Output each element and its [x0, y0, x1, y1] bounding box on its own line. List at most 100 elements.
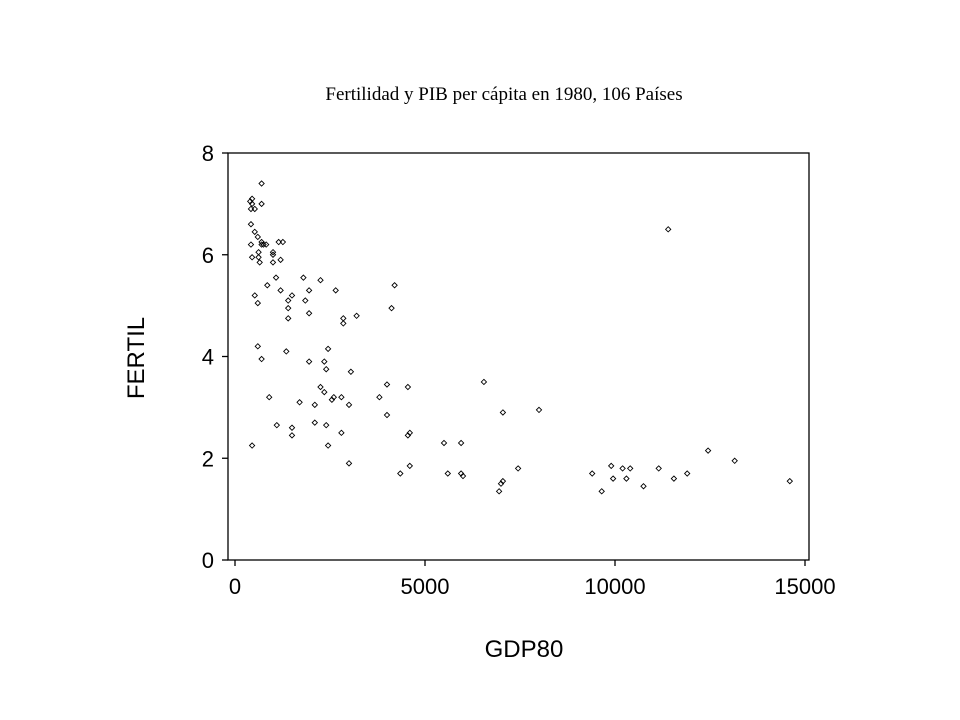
data-point: [288, 292, 296, 299]
y-tick-label: 2: [202, 446, 214, 471]
plot-frame: [227, 152, 810, 561]
data-point: [345, 460, 353, 467]
data-point: [284, 297, 292, 304]
data-point: [247, 220, 255, 228]
data-point: [265, 393, 273, 401]
data-point: [383, 381, 391, 388]
data-point: [406, 429, 414, 437]
data-point: [340, 320, 347, 327]
data-point: [670, 475, 678, 482]
data-point: [499, 409, 507, 416]
x-tick-label: 15000: [774, 574, 835, 599]
data-point: [273, 421, 281, 429]
data-point: [258, 355, 265, 363]
data-point: [619, 465, 626, 472]
data-point: [305, 358, 313, 365]
data-point: [288, 424, 296, 431]
data-point: [321, 388, 328, 396]
data-point: [664, 226, 672, 233]
data-point: [251, 228, 258, 236]
data-point: [258, 241, 265, 248]
data-point: [388, 304, 395, 312]
data-point: [269, 259, 277, 266]
data-point: [347, 368, 355, 375]
data-point: [623, 475, 630, 482]
axis-ticks: [222, 152, 806, 566]
data-point: [256, 259, 263, 266]
data-point: [404, 383, 412, 391]
data-point: [284, 304, 292, 312]
data-point: [254, 299, 262, 307]
data-point: [330, 393, 338, 401]
data-point: [255, 248, 262, 256]
data-point: [338, 429, 345, 437]
data-point: [248, 254, 256, 261]
chart-title: Fertilidad y PIB per cápita en 1980, 106…: [325, 84, 682, 105]
data-point: [258, 180, 265, 187]
data-point: [786, 477, 794, 485]
data-point: [300, 274, 307, 281]
data-point: [283, 348, 290, 355]
data-point: [322, 365, 330, 373]
data-point: [262, 241, 270, 248]
data-point: [272, 274, 280, 281]
data-points: [246, 180, 794, 495]
x-tick-label: 5000: [401, 574, 450, 599]
data-point: [305, 310, 313, 317]
data-point: [683, 470, 691, 477]
data-point: [247, 241, 255, 248]
data-point: [322, 421, 330, 429]
data-point: [457, 439, 465, 447]
data-point: [495, 488, 503, 495]
data-point: [332, 287, 339, 294]
x-tick-label: 10000: [584, 574, 645, 599]
data-point: [311, 401, 319, 409]
data-point: [514, 465, 522, 472]
y-axis-label: FERTIL: [123, 317, 150, 399]
data-point: [457, 470, 465, 477]
data-point: [655, 465, 662, 472]
data-point: [284, 315, 292, 322]
data-point: [246, 198, 254, 205]
data-point: [328, 396, 336, 403]
data-point: [255, 254, 262, 261]
data-point: [353, 312, 360, 320]
data-point: [444, 470, 452, 477]
data-point: [397, 470, 404, 477]
data-point: [535, 406, 543, 414]
data-point: [296, 399, 303, 406]
data-point: [264, 282, 271, 289]
data-point: [324, 442, 332, 449]
data-point: [269, 248, 277, 256]
x-tick-label: 0: [229, 574, 241, 599]
data-point: [251, 205, 258, 213]
data-point: [480, 378, 488, 386]
data-point: [588, 470, 596, 477]
data-point: [598, 488, 605, 495]
y-tick-label: 6: [202, 243, 214, 268]
data-point: [269, 251, 277, 258]
y-tick-label: 4: [202, 345, 214, 370]
data-point: [324, 345, 332, 353]
y-tick-label: 8: [202, 141, 214, 166]
data-point: [321, 358, 328, 365]
data-point: [391, 282, 398, 289]
data-point: [251, 292, 258, 299]
data-point: [345, 401, 353, 409]
data-point: [406, 462, 414, 470]
x-axis-label: GDP80: [485, 636, 564, 663]
data-point: [317, 383, 324, 391]
data-point: [340, 315, 347, 322]
data-point: [254, 233, 262, 241]
data-point: [640, 482, 647, 490]
data-point: [258, 238, 265, 246]
data-point: [497, 480, 505, 487]
data-point: [258, 200, 265, 208]
data-point: [277, 287, 284, 294]
data-point: [338, 393, 345, 401]
data-point: [311, 419, 319, 426]
data-point: [305, 287, 313, 294]
data-point: [302, 297, 309, 304]
data-point: [404, 432, 412, 439]
